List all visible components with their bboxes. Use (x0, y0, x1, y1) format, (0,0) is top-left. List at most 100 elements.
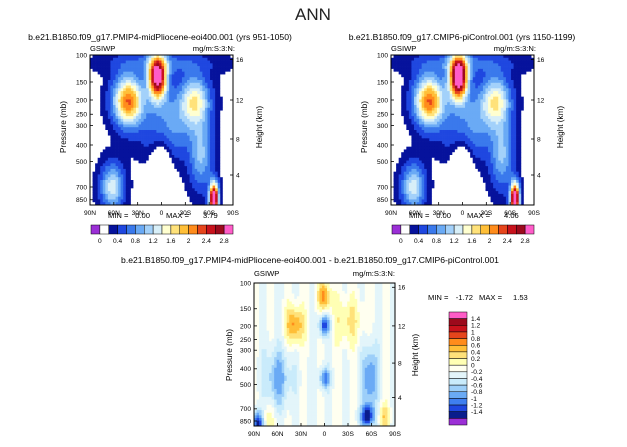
heatmap-cell (207, 174, 210, 177)
heatmap-cell (105, 91, 108, 94)
heatmap-cell (202, 124, 205, 127)
heatmap-cell (442, 127, 445, 130)
heatmap-cell (190, 80, 193, 83)
heatmap-cell (184, 149, 187, 152)
heatmap-cell (192, 113, 195, 116)
heatmap-cell (394, 144, 397, 147)
heatmap-cell (187, 105, 190, 108)
heatmap-cell (182, 169, 185, 172)
heatmap-cell (192, 133, 195, 136)
heatmap-cell (118, 69, 121, 72)
heatmap-cell (121, 72, 124, 75)
heatmap-cell (429, 80, 432, 83)
heatmap-cell (98, 108, 101, 111)
heatmap-cell (162, 136, 165, 139)
heatmap-cell (452, 138, 455, 141)
heatmap-cell (485, 105, 488, 108)
heatmap-cell (187, 91, 190, 94)
heatmap-cell (169, 180, 172, 183)
heatmap-cell (182, 77, 185, 80)
heatmap-cell (406, 97, 409, 100)
heatmap-cell (182, 163, 185, 166)
heatmap-cell (151, 86, 154, 89)
heatmap-cell (457, 77, 460, 80)
heatmap-cell (95, 188, 98, 191)
heatmap-cell (463, 83, 466, 86)
heatmap-cell (485, 136, 488, 139)
heatmap-cell (427, 147, 430, 150)
heatmap-cell (187, 199, 190, 202)
heatmap-cell (154, 77, 157, 80)
heatmap-cell (174, 197, 177, 200)
heatmap-cell (409, 144, 412, 147)
heatmap-cell (205, 194, 208, 197)
heatmap-cell (182, 102, 185, 105)
heatmap-cell (105, 127, 108, 130)
heatmap-cell (480, 86, 483, 89)
heatmap-cell (103, 174, 106, 177)
heatmap-cell (105, 186, 108, 189)
heatmap-cell (218, 91, 221, 94)
heatmap-cell (205, 113, 208, 116)
heatmap-cell (128, 186, 131, 189)
heatmap-cell (422, 66, 425, 69)
heatmap-cell (205, 191, 208, 194)
heatmap-cell (164, 72, 167, 75)
heatmap-cell (139, 119, 142, 122)
heatmap-cell (437, 124, 440, 127)
heatmap-cell (468, 74, 471, 77)
heatmap-cell (133, 141, 136, 144)
heatmap-cell (437, 127, 440, 130)
heatmap-cell (473, 63, 476, 66)
heatmap-cell (195, 102, 198, 105)
heatmap-cell (508, 63, 511, 66)
heatmap-cell (460, 77, 463, 80)
heatmap-cell (167, 63, 170, 66)
heatmap-cell (98, 122, 101, 125)
heatmap-cell (93, 66, 96, 69)
heatmap-cell (113, 169, 116, 172)
heatmap-cell (434, 122, 437, 125)
heatmap-cell (445, 136, 448, 139)
heatmap-cell (103, 172, 106, 175)
heatmap-cell (414, 61, 417, 64)
heatmap-cell (470, 74, 473, 77)
heatmap-cell (455, 77, 458, 80)
heatmap-cell (123, 74, 126, 77)
heatmap-cell (519, 72, 522, 75)
heatmap-cell (113, 152, 116, 155)
heatmap-cell (121, 83, 124, 86)
heatmap-cell (411, 116, 414, 119)
heatmap-cell (105, 169, 108, 172)
heatmap-cell (409, 122, 412, 125)
heatmap-cell (434, 111, 437, 114)
heatmap-cell (225, 83, 228, 86)
heatmap-cell (473, 97, 476, 100)
heatmap-cell (440, 136, 443, 139)
heatmap-cell (394, 127, 397, 130)
heatmap-cell (460, 124, 463, 127)
heatmap-cell (478, 83, 481, 86)
heatmap-cell (521, 111, 524, 114)
heatmap-cell (105, 188, 108, 191)
heatmap-cell (218, 97, 221, 100)
heatmap-cell (483, 138, 486, 141)
heatmap-cell (493, 69, 496, 72)
heatmap-cell (167, 158, 170, 161)
heatmap-cell (207, 86, 210, 89)
heatmap-cell (202, 63, 205, 66)
heatmap-cell (475, 105, 478, 108)
panel3-max-value: 1.53 (513, 293, 528, 302)
heatmap-cell (184, 83, 187, 86)
heatmap-cell (493, 74, 496, 77)
heatmap-cell (406, 58, 409, 61)
heatmap-cell (514, 144, 517, 147)
heatmap-cell (516, 147, 519, 150)
heatmap-cell (174, 147, 177, 150)
heatmap-cell (133, 136, 136, 139)
heatmap-cell (126, 194, 129, 197)
heatmap-cell (514, 102, 517, 105)
heatmap-cell (440, 74, 443, 77)
heatmap-cell (159, 88, 162, 91)
heatmap-cell (169, 99, 172, 102)
